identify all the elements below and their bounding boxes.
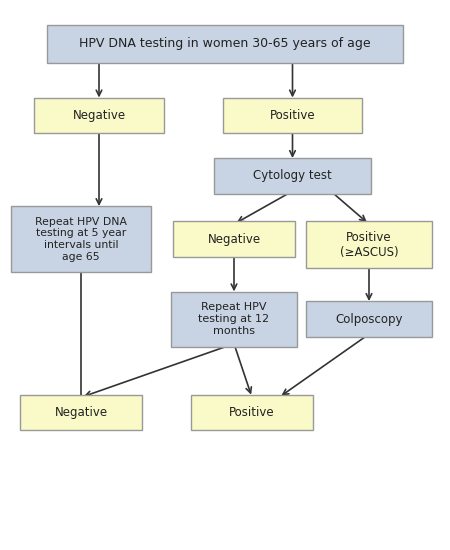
FancyBboxPatch shape <box>34 98 164 133</box>
FancyBboxPatch shape <box>173 222 295 257</box>
Text: Positive: Positive <box>229 406 275 419</box>
FancyBboxPatch shape <box>223 98 362 133</box>
Text: HPV DNA testing in women 30-65 years of age: HPV DNA testing in women 30-65 years of … <box>79 37 371 51</box>
Text: Repeat HPV DNA
testing at 5 year
intervals until
age 65: Repeat HPV DNA testing at 5 year interva… <box>35 217 127 262</box>
FancyBboxPatch shape <box>11 206 151 272</box>
Text: Cytology test: Cytology test <box>253 169 332 183</box>
FancyBboxPatch shape <box>20 395 142 430</box>
Text: Negative: Negative <box>54 406 108 419</box>
Text: Repeat HPV
testing at 12
months: Repeat HPV testing at 12 months <box>198 302 270 336</box>
Text: Positive
(≥ASCUS): Positive (≥ASCUS) <box>340 231 398 258</box>
FancyBboxPatch shape <box>306 301 432 337</box>
FancyBboxPatch shape <box>171 292 297 346</box>
Text: Positive: Positive <box>270 109 315 122</box>
Text: Negative: Negative <box>207 233 261 246</box>
Text: Negative: Negative <box>72 109 126 122</box>
FancyBboxPatch shape <box>306 221 432 268</box>
FancyBboxPatch shape <box>191 395 313 430</box>
FancyBboxPatch shape <box>47 25 403 63</box>
FancyBboxPatch shape <box>214 158 371 194</box>
Text: Colposcopy: Colposcopy <box>335 312 403 326</box>
